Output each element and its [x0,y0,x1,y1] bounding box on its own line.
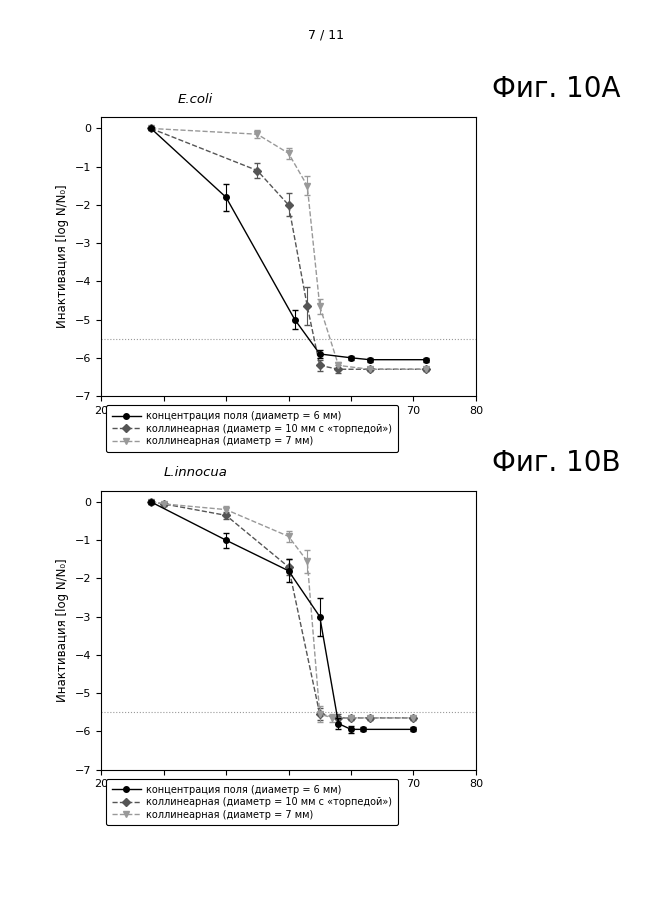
Legend: концентрация поля (диаметр = 6 мм), коллинеарная (диаметр = 10 мм с «торпедой»),: концентрация поля (диаметр = 6 мм), колл… [106,405,398,452]
Text: 7 / 11: 7 / 11 [308,29,344,41]
Text: Фиг. 10B: Фиг. 10B [492,449,621,477]
Y-axis label: Инактивация [log N/N₀]: Инактивация [log N/N₀] [56,184,69,328]
Legend: концентрация поля (диаметр = 6 мм), коллинеарная (диаметр = 10 мм с «торпедой»),: концентрация поля (диаметр = 6 мм), колл… [106,778,398,825]
Y-axis label: Инактивация [log N/N₀]: Инактивация [log N/N₀] [56,558,69,702]
Text: E.coli: E.coli [178,94,213,106]
X-axis label: температура [°C]: температура [°C] [231,421,346,435]
Text: Фиг. 10A: Фиг. 10A [492,75,621,103]
Text: L.innocua: L.innocua [164,466,228,479]
X-axis label: температура [°C]: температура [°C] [231,795,346,808]
